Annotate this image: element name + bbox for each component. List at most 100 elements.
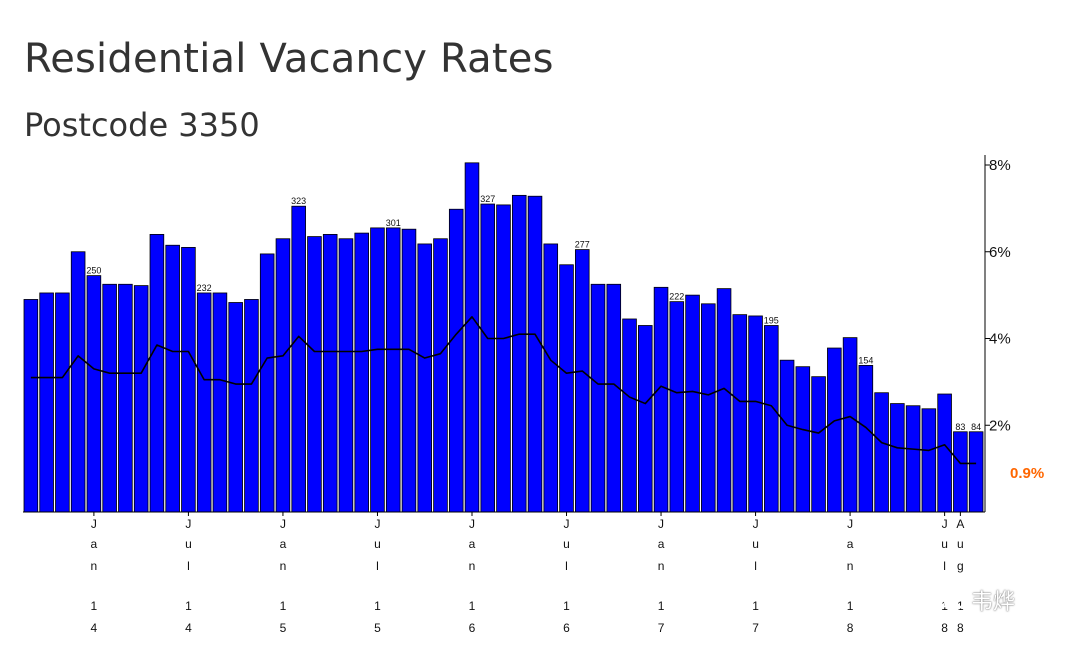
bar <box>149 233 165 513</box>
bar <box>574 249 590 513</box>
bar <box>196 292 212 513</box>
bar <box>433 238 448 513</box>
y-tick-label: 8% <box>989 157 1011 174</box>
bar <box>480 203 496 513</box>
watermark-text: 韦烨 <box>971 590 1016 615</box>
bar <box>590 283 606 513</box>
bar <box>244 299 259 513</box>
bar <box>370 227 385 513</box>
bar <box>322 233 338 513</box>
bar <box>764 325 779 513</box>
y-tick-label: 6% <box>989 244 1011 261</box>
bar <box>228 302 243 513</box>
bar <box>307 236 322 513</box>
bar <box>401 228 417 513</box>
bar <box>653 286 669 513</box>
bar <box>464 162 480 513</box>
bar <box>559 264 574 513</box>
bar <box>448 208 464 513</box>
bar <box>874 392 889 513</box>
bar <box>622 318 637 513</box>
bar <box>732 314 748 513</box>
bar <box>890 403 905 513</box>
wechat-icon <box>935 587 965 613</box>
bar <box>779 359 795 513</box>
bar <box>511 194 527 513</box>
bar <box>937 393 952 513</box>
bar <box>338 238 354 513</box>
bar <box>827 347 842 513</box>
bar <box>606 283 622 513</box>
bar <box>811 376 826 513</box>
bar <box>133 285 149 513</box>
bar-count-label: 195 <box>764 315 779 325</box>
bar <box>953 431 968 513</box>
bar-labels: 250 232 323 301 327 277 222 195 154 83 84 <box>86 194 981 432</box>
bar-count-label: 232 <box>197 283 212 293</box>
bar-count-label: 83 <box>955 422 965 432</box>
line-series <box>30 316 977 465</box>
bar <box>212 292 228 513</box>
bar <box>905 405 921 513</box>
bar <box>354 232 369 513</box>
bar <box>685 294 700 513</box>
bar <box>70 251 86 513</box>
bar <box>417 243 433 513</box>
bar <box>165 244 180 513</box>
bar <box>748 315 763 513</box>
bar <box>291 205 306 513</box>
bar <box>385 227 401 513</box>
bar <box>86 275 102 513</box>
bar-count-label: 222 <box>669 292 684 302</box>
axes: 2% 4% 6% 8% <box>23 155 1011 513</box>
watermark: 韦烨 <box>935 584 1015 616</box>
chart-title: Residential Vacancy Rates <box>24 36 554 82</box>
bar <box>968 431 984 513</box>
bar <box>716 288 732 513</box>
trend-line <box>30 316 977 465</box>
bar <box>102 283 117 513</box>
bar <box>55 292 70 513</box>
bar <box>496 204 511 513</box>
y-tick-label: 4% <box>989 331 1011 348</box>
bar <box>118 283 133 513</box>
bar <box>527 195 543 513</box>
bar <box>638 325 653 513</box>
bar-count-label: 323 <box>291 196 306 206</box>
bar-series <box>23 162 984 513</box>
bar <box>543 243 559 513</box>
bar-count-label: 84 <box>971 422 981 432</box>
y-tick-label: 2% <box>989 417 1011 434</box>
bar <box>842 337 858 513</box>
bar <box>701 303 716 513</box>
bar-count-label: 250 <box>86 266 101 276</box>
bar <box>23 299 39 513</box>
last-value-label: 0.9% <box>1010 465 1044 482</box>
bar <box>275 238 291 513</box>
bar-count-label: 301 <box>386 218 401 228</box>
bar <box>181 247 196 513</box>
bar <box>795 366 811 513</box>
bar-count-label: 154 <box>858 355 873 365</box>
bar <box>259 253 275 513</box>
bar-count-label: 277 <box>575 240 590 250</box>
bar <box>858 364 874 513</box>
bar-count-label: 327 <box>480 194 495 204</box>
bar <box>921 408 937 513</box>
chart-subtitle: Postcode 3350 <box>24 106 260 144</box>
bar <box>39 292 54 513</box>
bar <box>669 301 685 513</box>
